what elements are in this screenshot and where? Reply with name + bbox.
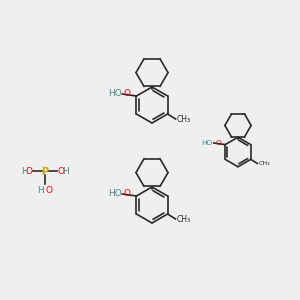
Text: H: H: [62, 167, 69, 176]
Text: O: O: [46, 186, 53, 195]
Text: CH₃: CH₃: [258, 161, 270, 166]
Text: HO: HO: [108, 89, 122, 98]
Text: CH₃: CH₃: [177, 214, 191, 224]
Text: P: P: [41, 167, 49, 177]
Text: CH₃: CH₃: [177, 115, 191, 124]
Text: H: H: [21, 167, 28, 176]
Text: O: O: [124, 89, 131, 98]
Text: HO: HO: [202, 140, 213, 146]
Text: O: O: [124, 190, 131, 199]
Text: O: O: [58, 167, 65, 176]
Text: O: O: [25, 167, 32, 176]
Text: O: O: [215, 140, 221, 146]
Text: H: H: [37, 186, 44, 195]
Text: HO: HO: [108, 190, 122, 199]
